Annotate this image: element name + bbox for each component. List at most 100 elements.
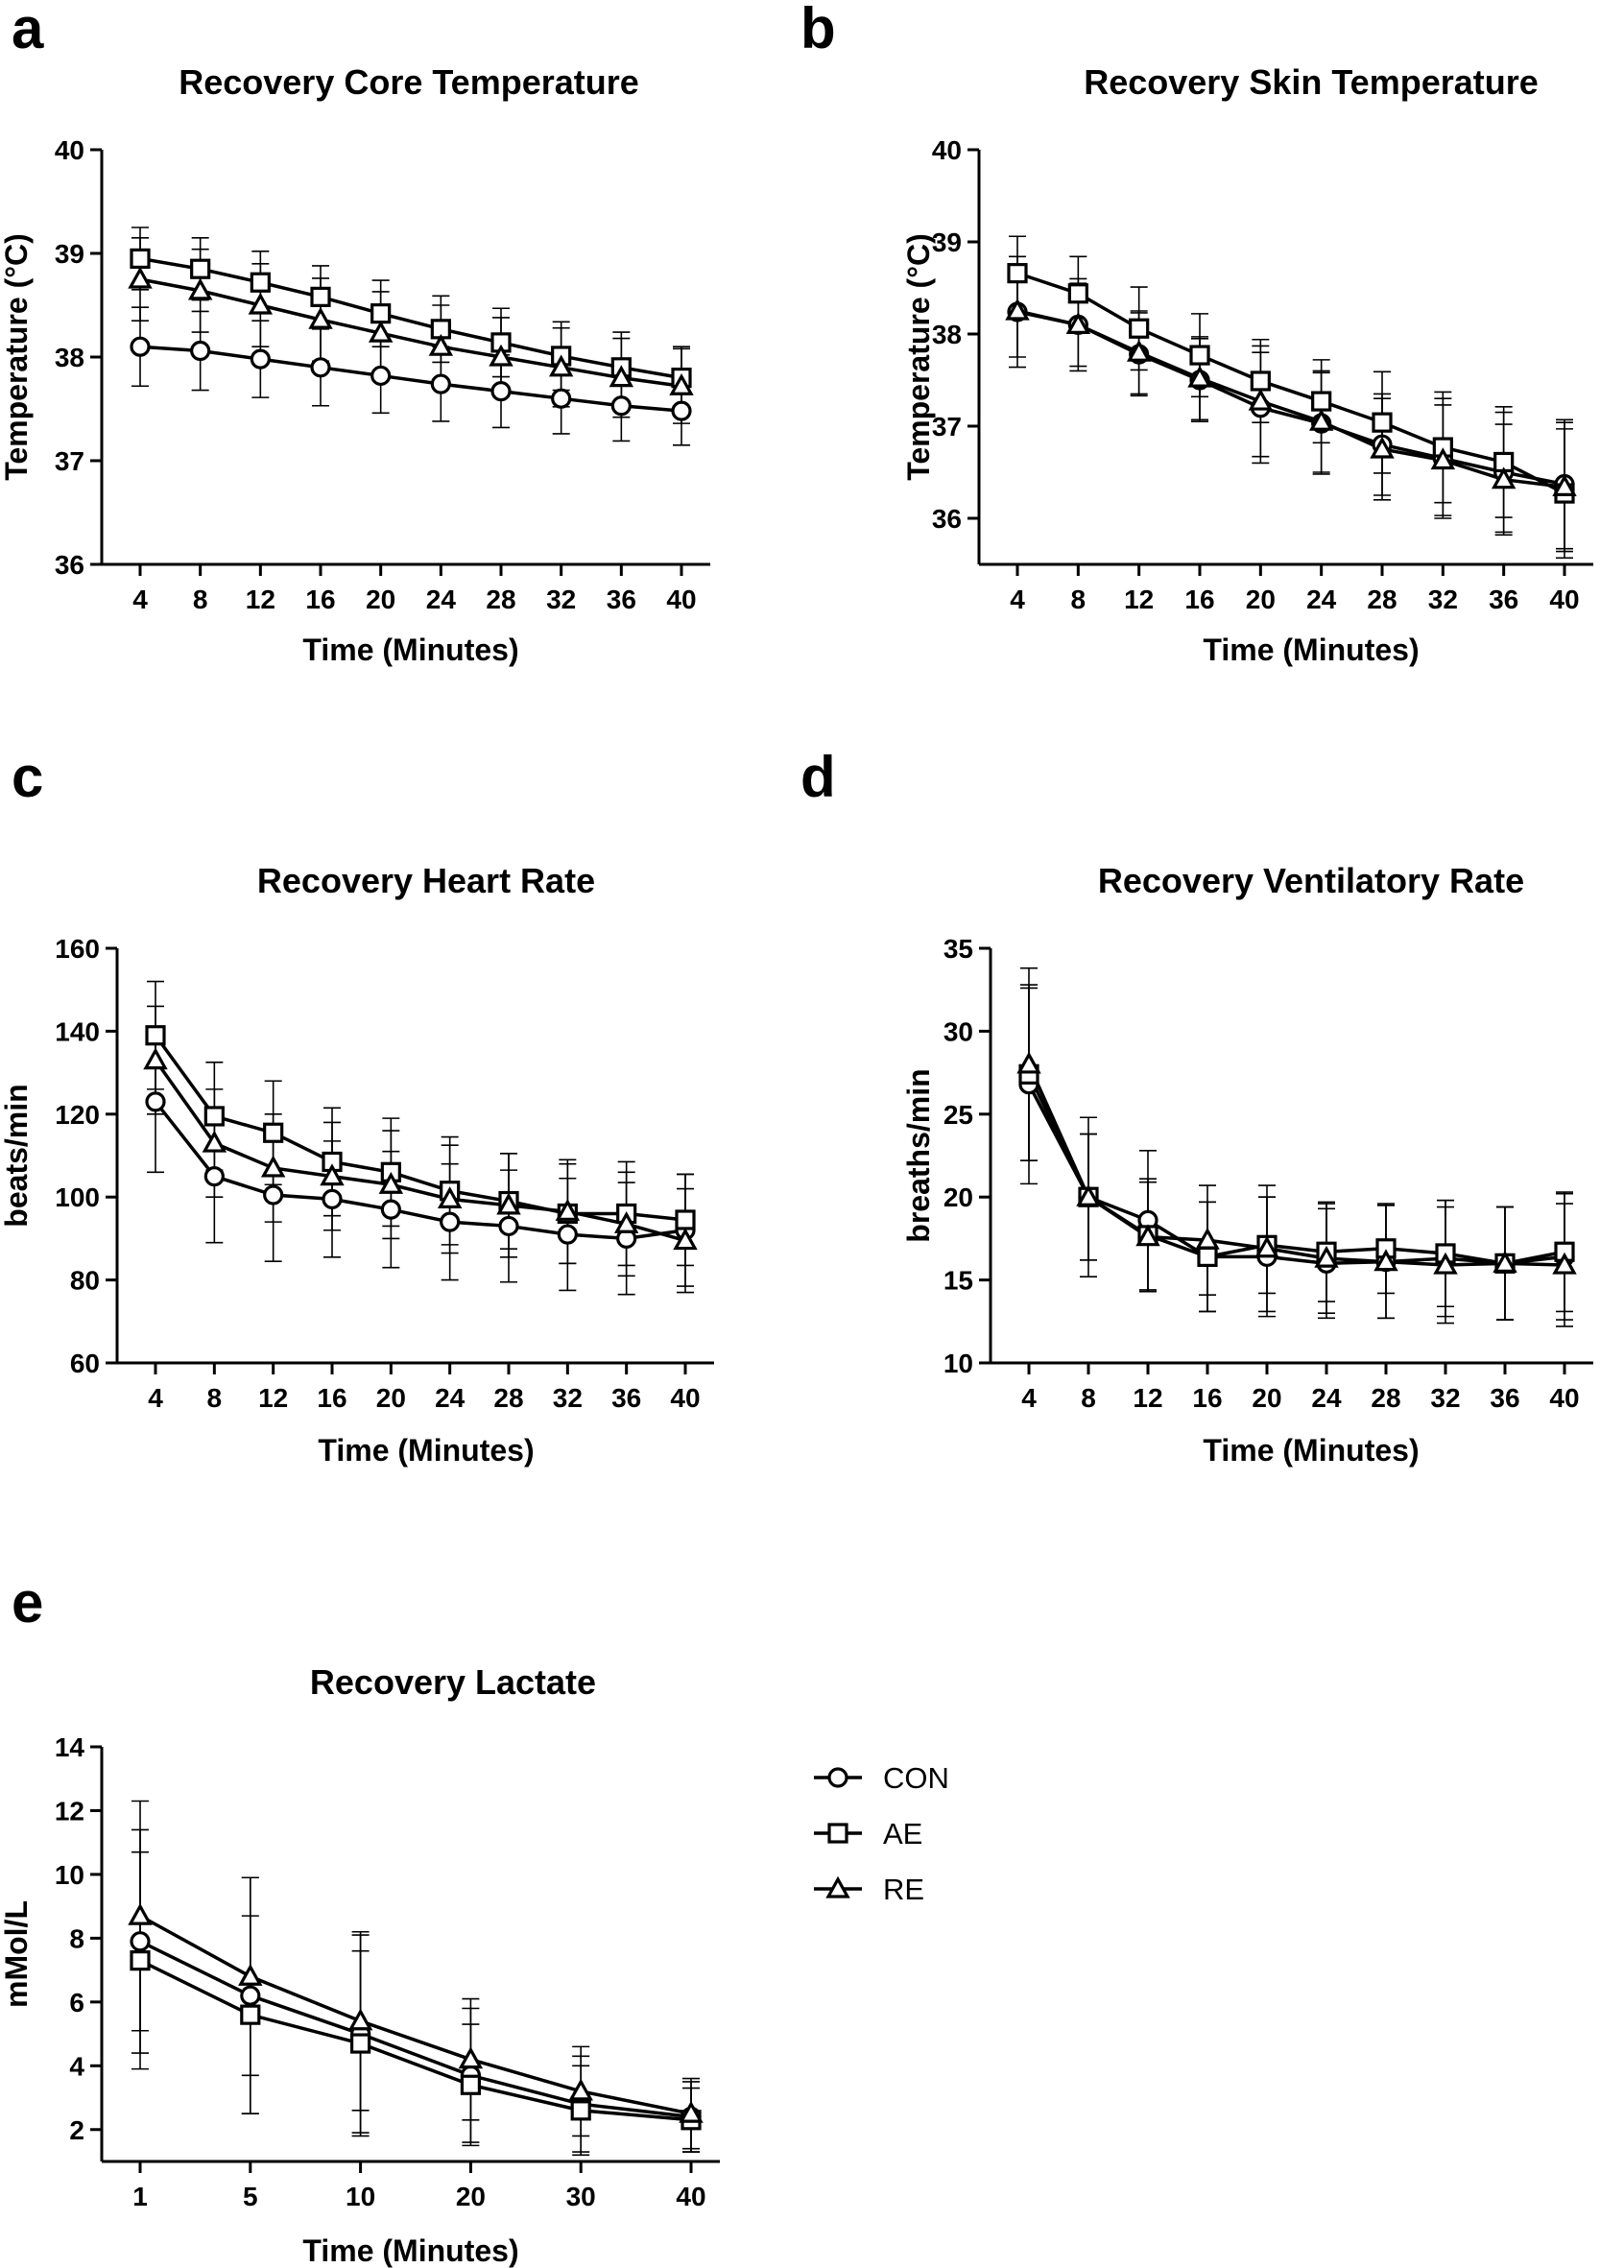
data-point-re xyxy=(143,1047,168,1070)
data-point-re xyxy=(1491,466,1517,489)
data-point-re xyxy=(428,333,454,356)
chart-title: Recovery Skin Temperature xyxy=(1084,62,1539,102)
series-points-re xyxy=(143,1047,698,1251)
data-point-re xyxy=(248,292,274,315)
data-point-re xyxy=(1254,1235,1279,1258)
data-point-re xyxy=(458,2046,484,2069)
data-point-con xyxy=(310,357,331,378)
data-point-ae xyxy=(145,1025,166,1046)
x-tick-label: 16 xyxy=(1184,585,1214,614)
series-line-re xyxy=(139,277,682,388)
x-tick-label: 20 xyxy=(366,585,395,614)
x-tick-label: 28 xyxy=(493,1383,523,1413)
data-point-re xyxy=(1076,1183,1101,1206)
series-line-re xyxy=(139,1914,692,2115)
data-point-con xyxy=(203,1165,225,1187)
data-point-con xyxy=(240,1985,261,2006)
data-point-re xyxy=(679,2100,704,2123)
data-point-ae xyxy=(1372,412,1393,433)
x-tick-label: 28 xyxy=(486,585,515,614)
y-axis-label: Temperature (°C) xyxy=(0,233,34,481)
data-point-re xyxy=(238,1963,263,1986)
chart-title: Recovery Heart Rate xyxy=(257,861,595,900)
x-tick-label: 40 xyxy=(666,585,696,614)
data-point-ae xyxy=(130,1950,151,1971)
x-tick-label: 36 xyxy=(607,585,636,614)
x-axis-label: Time (Minutes) xyxy=(302,633,518,667)
series-line-ae xyxy=(1016,271,1565,495)
y-tick-label: 36 xyxy=(932,504,962,534)
data-point-con xyxy=(263,1184,284,1206)
x-tick-label: 12 xyxy=(258,1383,288,1413)
y-tick-label: 2 xyxy=(69,2115,84,2145)
x-tick-label: 20 xyxy=(376,1383,406,1413)
data-point-con xyxy=(322,1188,343,1209)
data-point-con xyxy=(190,340,211,362)
data-point-con xyxy=(130,1931,151,1952)
data-point-re xyxy=(1065,312,1091,334)
x-tick-label: 24 xyxy=(435,1383,466,1413)
series-points-ae xyxy=(1007,263,1575,504)
data-point-re xyxy=(202,1130,227,1153)
x-tick-label: 12 xyxy=(1124,585,1154,614)
data-point-re xyxy=(260,1155,286,1178)
x-axis-label: Time (Minutes) xyxy=(1203,633,1419,667)
series-line-re xyxy=(1027,1063,1565,1267)
data-point-ae xyxy=(250,272,271,293)
x-tick-label: 12 xyxy=(246,585,275,614)
data-point-re xyxy=(437,1186,463,1208)
x-tick-label: 30 xyxy=(566,2182,596,2211)
x-tick-label: 8 xyxy=(193,585,208,614)
series-points-re xyxy=(1005,298,1577,496)
triangle-icon xyxy=(825,1875,850,1898)
data-point-re xyxy=(496,1192,521,1215)
panel-letter: e xyxy=(12,1570,43,1635)
x-axis-label: Time (Minutes) xyxy=(302,2233,518,2268)
data-point-ae xyxy=(1129,318,1150,339)
data-point-ae xyxy=(675,1209,696,1230)
series-points-con xyxy=(145,1091,696,1250)
x-tick-label: 36 xyxy=(1490,1383,1519,1413)
x-tick-label: 20 xyxy=(456,2182,486,2211)
x-tick-label: 20 xyxy=(1252,1383,1281,1413)
chart-panel-b: b Recovery Skin Temperature 36 37 38 39 40 4 8 12… xyxy=(800,0,1593,667)
y-tick-label: 12 xyxy=(55,1796,84,1826)
y-tick-label: 37 xyxy=(55,446,84,476)
x-tick-label: 24 xyxy=(1306,585,1337,614)
y-axis-label: beats/min xyxy=(0,1084,34,1227)
series-line-con xyxy=(1027,1083,1565,1266)
legend-label-ae: AE xyxy=(883,1817,922,1850)
data-point-re xyxy=(347,2008,373,2031)
y-tick-label: 140 xyxy=(55,1016,100,1046)
x-tick-label: 8 xyxy=(207,1383,223,1413)
y-tick-label: 20 xyxy=(943,1182,973,1212)
series-line-ae xyxy=(1027,1073,1565,1266)
data-point-re xyxy=(308,306,333,329)
data-point-con xyxy=(557,1224,578,1245)
y-tick-label: 100 xyxy=(55,1182,100,1212)
data-point-re xyxy=(1308,408,1334,431)
panel-letter: d xyxy=(800,745,836,809)
circle-icon xyxy=(827,1767,848,1788)
y-tick-label: 30 xyxy=(943,1016,973,1046)
y-tick-label: 8 xyxy=(69,1923,84,1953)
data-point-ae xyxy=(570,2100,591,2121)
data-point-re xyxy=(1195,1227,1220,1250)
x-tick-label: 16 xyxy=(317,1383,346,1413)
chart-title: Recovery Ventilatory Rate xyxy=(1098,861,1524,900)
y-tick-label: 39 xyxy=(55,239,84,269)
data-point-ae xyxy=(1250,370,1271,392)
data-point-re xyxy=(1430,447,1456,470)
data-point-ae xyxy=(1067,283,1088,304)
error-bars-con xyxy=(1020,984,1573,1321)
x-tick-label: 28 xyxy=(1371,1383,1400,1413)
legend: CON AE RE xyxy=(814,1761,949,1906)
data-point-re xyxy=(1314,1245,1339,1268)
y-axis-label: mMol/L xyxy=(0,1900,34,2008)
data-point-ae xyxy=(190,258,211,279)
x-tick-label: 36 xyxy=(1489,585,1518,614)
x-tick-label: 40 xyxy=(676,2182,705,2211)
legend-label-re: RE xyxy=(883,1873,924,1906)
x-tick-label: 8 xyxy=(1071,585,1087,614)
series-line-con xyxy=(139,1940,692,2119)
